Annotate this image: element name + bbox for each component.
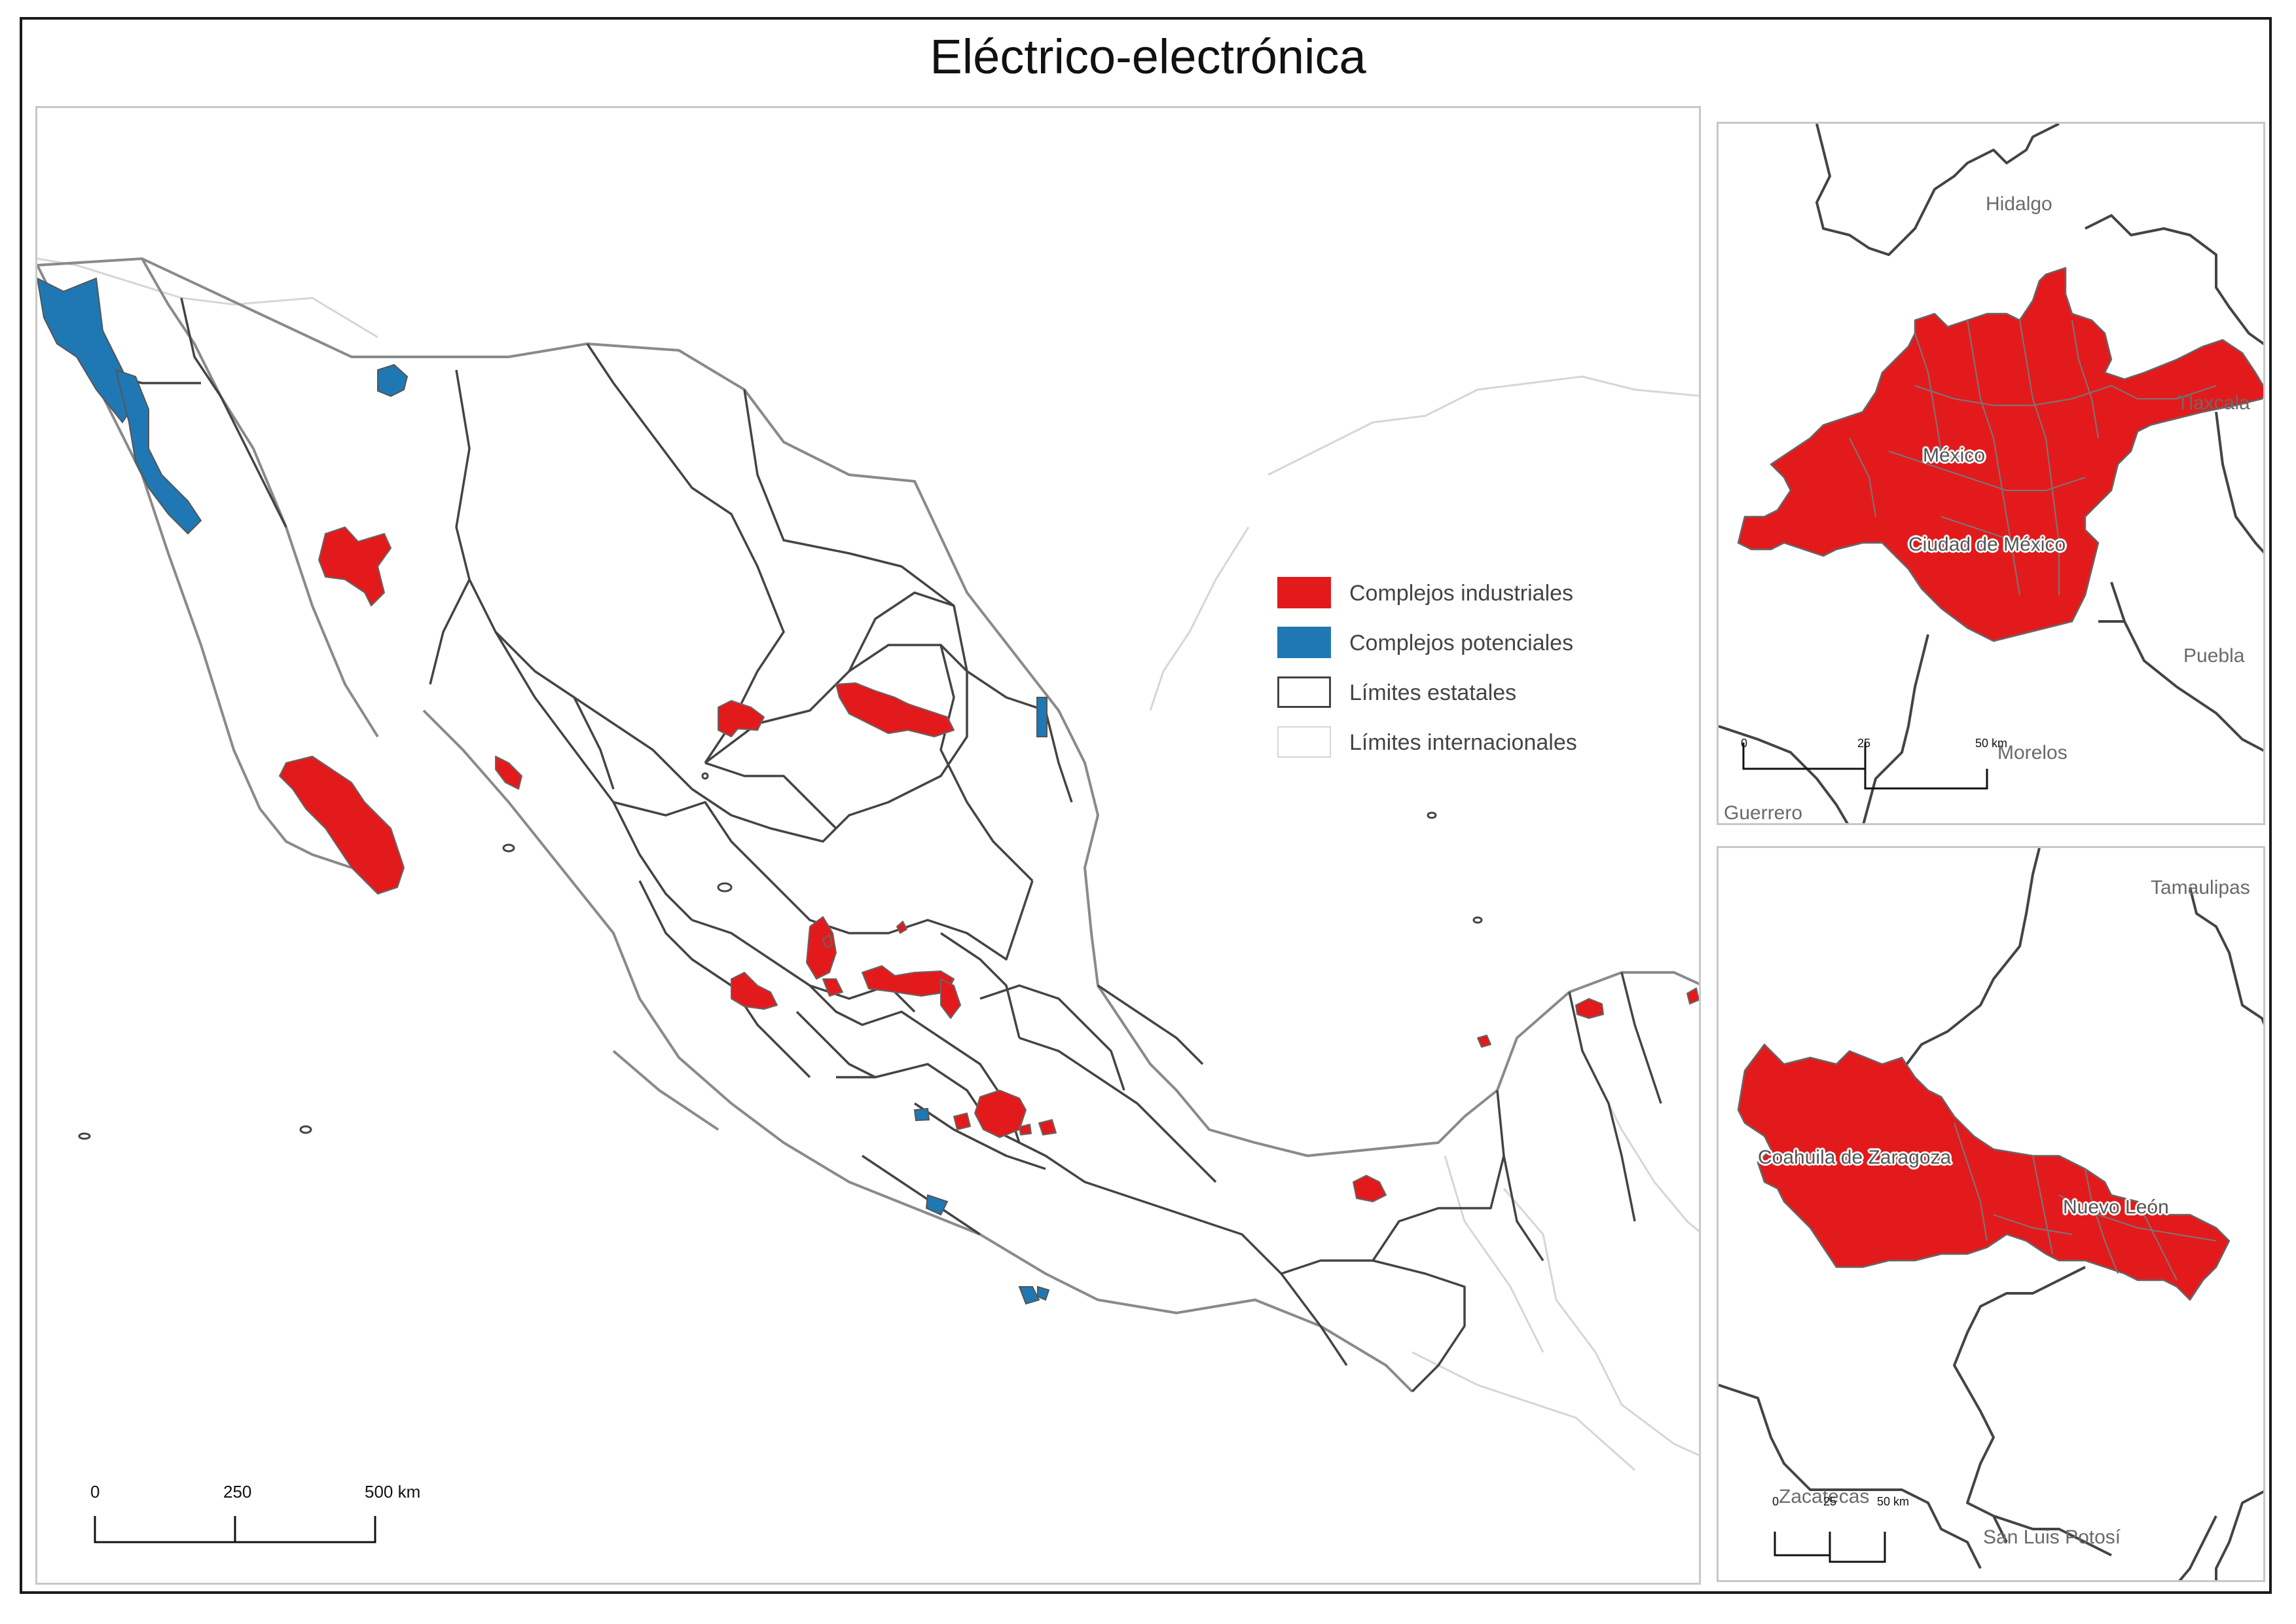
quintana-roo-industrial	[1575, 998, 1604, 1019]
international-borders	[37, 257, 1699, 1471]
label-tamaulipas: Tamaulipas	[2151, 877, 2250, 898]
legend-label-international: Límites internacionales	[1349, 730, 1577, 755]
baja-california-potential-a	[37, 277, 137, 424]
label-puebla: Puebla	[2183, 645, 2245, 667]
aguascalientes-industrial-b	[822, 978, 843, 997]
state-borders	[89, 297, 1662, 1393]
map-title: Eléctrico-electrónica	[930, 29, 1366, 84]
inset-cdmx-scale-label-0: 0	[1741, 737, 1748, 750]
cancun-industrial	[1686, 987, 1699, 1005]
main-map-svg	[37, 257, 1699, 1471]
label-coahuila: Coahuila de Zaragoza	[1758, 1147, 1952, 1168]
label-hidalgo: Hidalgo	[1986, 193, 2052, 215]
puebla-industrial	[1038, 1119, 1057, 1135]
inset-north-industrial	[1737, 1043, 2231, 1301]
label-tlaxcala: Tlaxcala	[2177, 392, 2250, 414]
edomex-industrial-b	[953, 1113, 971, 1130]
inset-cdmx-scale-label-50: 50 km	[1975, 737, 2008, 750]
inset-cdmx-scale-bar	[1742, 743, 1988, 790]
main-scale-label-250: 250	[223, 1482, 252, 1502]
queretaro-industrial	[940, 978, 961, 1019]
mexico-coastline	[37, 257, 1699, 1393]
label-cdmx: Ciudad de México	[1908, 534, 2066, 555]
baja-california-sur-industrial	[279, 756, 405, 895]
label-zacatecas: Zacatecas	[1779, 1486, 1870, 1507]
inset-north-municipal-lines	[1954, 1122, 2217, 1281]
tlaxcala-industrial	[1019, 1124, 1032, 1135]
inset-cdmx-scale-label-25: 25	[1857, 737, 1871, 750]
guerrero-potential	[1018, 1286, 1040, 1305]
main-scale-bar	[94, 1516, 376, 1543]
legend-swatch-potential	[1277, 627, 1331, 658]
industrial-complexes	[279, 526, 1699, 1202]
baja-california-potential-b	[115, 369, 202, 535]
inset-cdmx-svg	[1719, 124, 2263, 823]
tamaulipas-potential	[1036, 697, 1048, 737]
jalisco-potential	[925, 1194, 949, 1216]
slp-industrial-dot	[896, 921, 907, 934]
inset-cdmx-state-borders	[1719, 124, 2263, 823]
michoacan-potential	[913, 1107, 930, 1122]
tabasco-industrial	[1353, 1175, 1387, 1202]
legend-label-state: Límites estatales	[1349, 680, 1517, 705]
guerrero-potential-b	[1037, 1285, 1050, 1301]
inset-north-scale-bar	[1774, 1532, 1886, 1563]
yucatan-industrial	[1477, 1035, 1491, 1048]
cdmx-industrial	[974, 1090, 1027, 1138]
islands	[78, 772, 1483, 1140]
legend-label-industrial: Complejos industriales	[1349, 581, 1574, 606]
main-scale-label-500: 500 km	[365, 1482, 421, 1502]
main-map-panel: Complejos industriales Complejos potenci…	[35, 106, 1701, 1585]
main-scale-label-0: 0	[90, 1482, 100, 1502]
label-morelos: Morelos	[1997, 742, 2068, 764]
zacatecas-industrial-dot	[822, 934, 833, 948]
legend-swatch-state	[1277, 676, 1331, 708]
sinaloa-industrial	[495, 756, 522, 790]
aguascalientes-industrial	[806, 916, 837, 980]
legend-swatch-international	[1277, 726, 1331, 758]
sonora-industrial	[318, 526, 392, 606]
bajio-industrial	[862, 965, 955, 997]
inset-north-scale-label-50: 50 km	[1877, 1495, 1910, 1508]
sonora-potential	[377, 363, 409, 397]
label-mexico: México	[1923, 445, 1986, 466]
inset-north-svg	[1719, 848, 2263, 1580]
inset-cdmx-municipal-lines	[1849, 320, 2217, 596]
inset-north-scale-label-25: 25	[1823, 1495, 1837, 1508]
inset-north-panel: Tamaulipas Coahuila de Zaragoza Nuevo Le…	[1717, 846, 2265, 1582]
inset-north-state-borders	[1719, 848, 2263, 1580]
inset-north-scale-label-0: 0	[1772, 1495, 1779, 1508]
jalisco-industrial	[731, 972, 778, 1010]
potential-complexes	[37, 277, 1050, 1305]
legend-swatch-industrial	[1277, 577, 1331, 608]
coahuila-industrial	[718, 700, 765, 737]
label-nuevo-leon: Nuevo León	[2063, 1196, 2169, 1218]
label-guerrero: Guerrero	[1724, 802, 1803, 824]
monterrey-industrial	[835, 682, 955, 737]
inset-cdmx-panel: Hidalgo Tlaxcala México Ciudad de México…	[1717, 122, 2265, 825]
label-slp: San Luis Potosí	[1983, 1526, 2121, 1548]
inset-cdmx-industrial	[1737, 267, 2263, 642]
legend-label-potential: Complejos potenciales	[1349, 631, 1574, 655]
